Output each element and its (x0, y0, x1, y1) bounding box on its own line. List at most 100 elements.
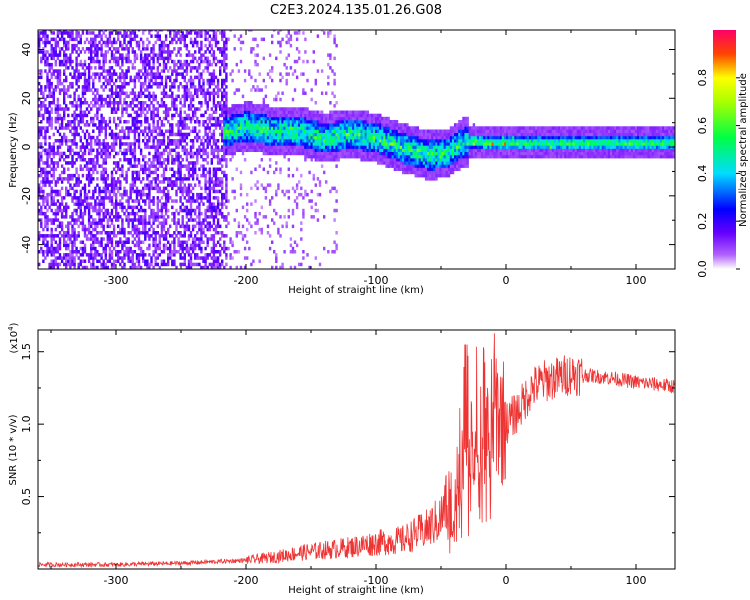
spectrogram-cell (246, 202, 249, 206)
spectrogram-cell (148, 72, 151, 76)
spectrogram-cell (219, 250, 222, 254)
spectrogram-cell (225, 129, 228, 133)
spectrogram-cell (275, 97, 278, 102)
spectrogram-cell (112, 59, 116, 64)
spectrogram-cell (295, 126, 299, 130)
spectrogram-cell (131, 234, 134, 238)
spectrogram-cell (194, 30, 197, 32)
spectrogram-cell (275, 253, 278, 257)
spectrogram-cell (142, 240, 145, 244)
spectrogram-cell (333, 186, 336, 191)
spectrogram-cell (50, 66, 53, 70)
spectrogram-cell (306, 145, 309, 149)
spectrogram-cell (235, 120, 238, 124)
spectrogram-cell (162, 158, 166, 162)
spectrogram-cell (125, 56, 128, 61)
spectrogram-cell (323, 116, 326, 121)
spectrogram-cell (119, 262, 122, 267)
spectrogram-cell (119, 85, 122, 89)
spectrogram-cell (75, 132, 78, 137)
spectrogram-cell (108, 218, 112, 222)
spectrogram-cell (139, 246, 143, 251)
spectrogram-cell (331, 158, 334, 162)
spectrogram-cell (212, 81, 216, 86)
spectrogram-cell (277, 120, 280, 124)
spectrogram-cell (175, 62, 178, 67)
spectrogram-cell (158, 34, 161, 38)
spectrogram-cell (306, 126, 309, 130)
spectrogram-cell (304, 129, 307, 133)
spectrogram-cell (71, 186, 74, 191)
spectrogram-cell (71, 262, 74, 267)
spectrogram-cell (196, 158, 199, 162)
spectrogram-cell (189, 151, 193, 156)
spectrogram-cell (46, 173, 49, 178)
spectrogram-cell (225, 177, 228, 181)
spectrogram-cell (264, 151, 268, 156)
spectrogram-cell (38, 135, 41, 140)
spectrogram-cell (104, 265, 107, 269)
spectrogram-cell (241, 113, 245, 118)
spectrogram-cell (325, 123, 328, 127)
spectrogram-cell (85, 47, 89, 51)
spectrogram-cell (243, 116, 247, 121)
spectrogram-cell (44, 256, 47, 260)
spectrogram-cell (110, 240, 114, 244)
spectrogram-cell (40, 158, 43, 162)
spectrogram-cell (167, 154, 170, 159)
spectrogram-cell (160, 78, 164, 83)
spectrogram-cell (139, 110, 143, 114)
spectrogram-cell (208, 237, 211, 241)
spectrogram-cell (85, 202, 89, 206)
spectrogram-cell (106, 196, 109, 200)
spectrogram-cell (169, 167, 172, 171)
spectrogram-cell (139, 101, 143, 105)
spectrogram-cell (71, 196, 74, 200)
spectrogram-cell (300, 116, 303, 121)
spectrogram-cell (135, 256, 139, 260)
spectrogram-cell (83, 69, 87, 73)
spectrogram-cell (92, 59, 95, 64)
spectrogram-cell (79, 62, 82, 67)
spectrogram-cell (300, 107, 303, 111)
spectrogram-cell (46, 250, 49, 254)
spectrogram-cell (264, 142, 268, 146)
spectrogram-cell (187, 177, 191, 181)
spectrogram-cell (318, 116, 322, 121)
spectrogram-cell (314, 126, 317, 130)
spectrogram-cell (194, 161, 197, 165)
spectrogram-cell (73, 243, 76, 248)
spectrogram-cell (206, 59, 209, 64)
spectrogram-cell (52, 88, 55, 92)
spectrogram-cell (225, 192, 228, 197)
spectrogram-cell (169, 250, 172, 254)
spectrogram-cell (54, 43, 57, 48)
spectrogram-cell (73, 256, 76, 260)
spectrogram-cell (129, 196, 132, 200)
spectrogram-cell (75, 129, 78, 133)
spectrogram-cell (83, 62, 87, 67)
spectrogram-cell (152, 215, 155, 219)
spectrogram-cell (108, 240, 112, 244)
spectrogram-cell (295, 202, 299, 206)
spectrogram-cell (44, 104, 47, 108)
spectrogram-cell (38, 50, 41, 54)
spectrogram-cell (121, 53, 124, 57)
spectrogram-cell (142, 101, 145, 105)
spectrogram-cell (77, 183, 80, 187)
spectrogram-cell (94, 265, 97, 269)
spectrogram-cell (119, 31, 122, 35)
spectrogram-cell (150, 116, 153, 121)
spectrogram-cell (77, 215, 80, 219)
spectrogram-cell (73, 259, 76, 263)
spectrogram-cell (83, 199, 87, 203)
spectrogram-cell (121, 164, 124, 168)
spectrogram-cell (69, 37, 72, 42)
spectrogram-cell (212, 221, 216, 225)
spectrogram-cell (146, 120, 149, 124)
spectrogram-cell (239, 192, 243, 197)
spectrogram-cell (108, 101, 112, 105)
spectrogram-cell (92, 234, 95, 238)
spectrogram-cell (279, 43, 282, 48)
spectrogram-cell (304, 110, 307, 114)
